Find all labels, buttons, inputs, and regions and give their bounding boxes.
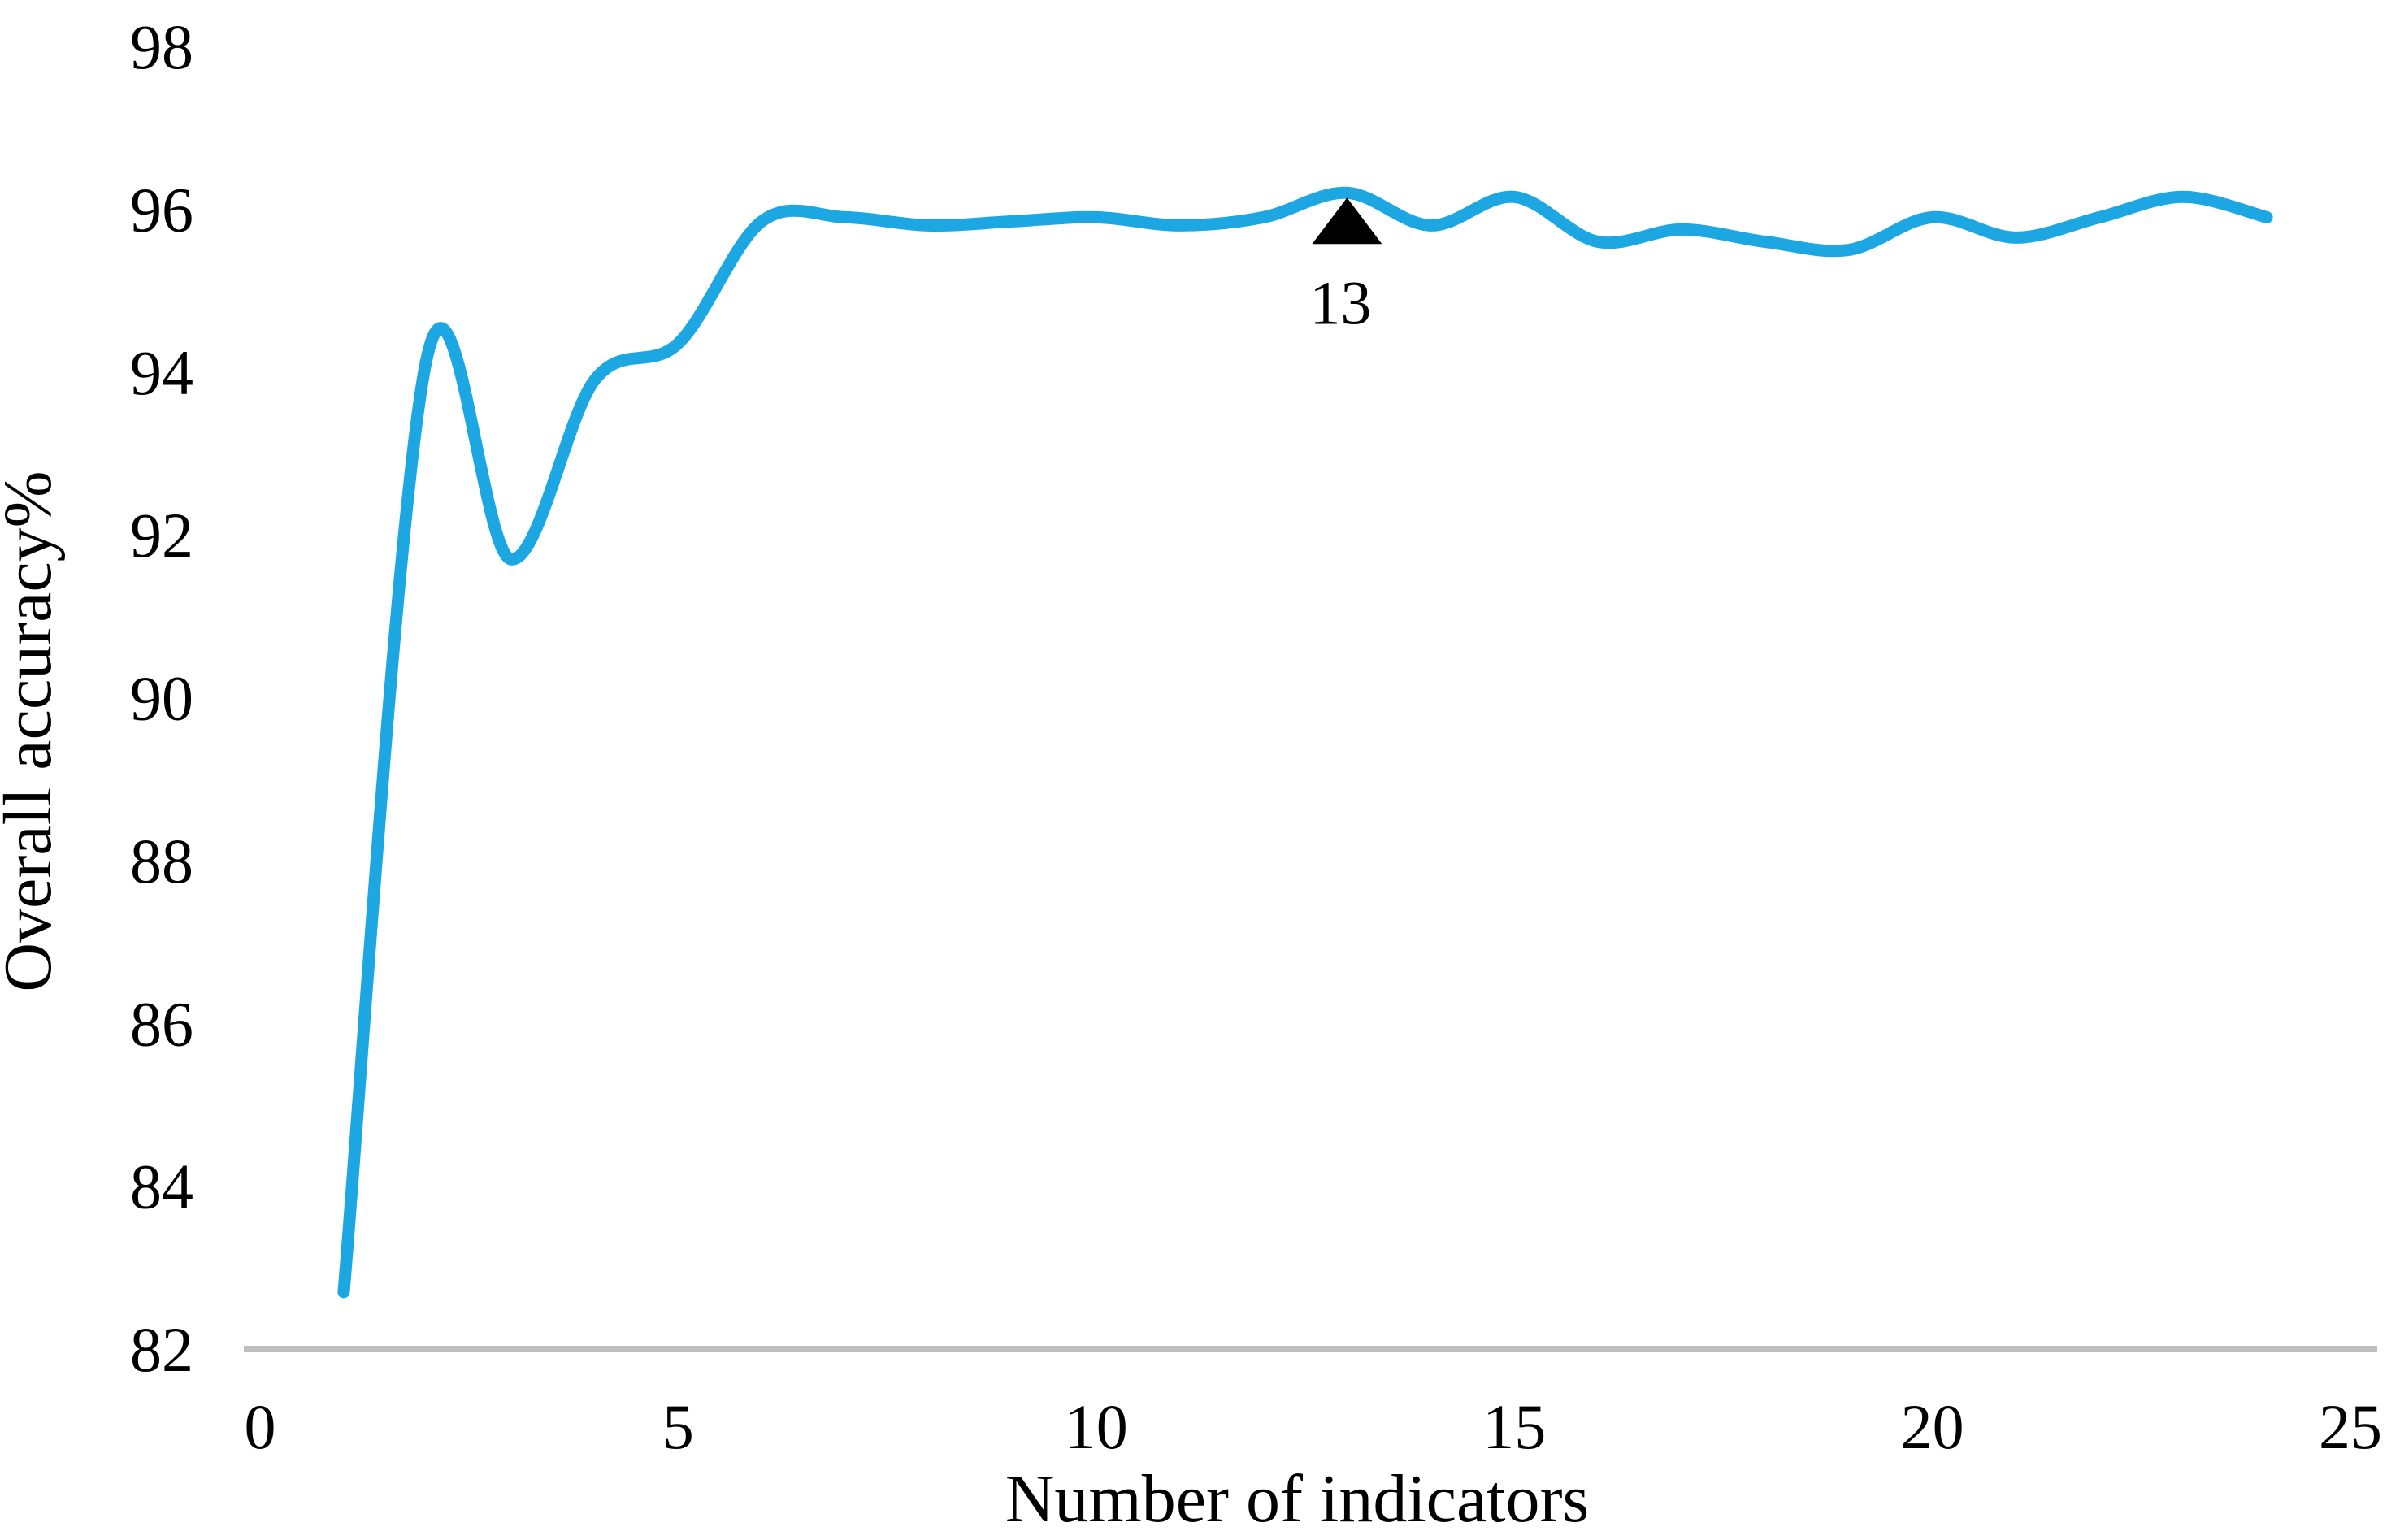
y-axis-ticks: 82 84 86 88 90 92 94 96 98 (130, 11, 193, 1385)
y-tick-label: 92 (130, 500, 193, 570)
y-tick-label: 98 (130, 11, 193, 82)
y-axis-title: Overall accuracy% (0, 471, 66, 991)
x-axis-title: Number of indicators (1005, 1461, 1589, 1537)
x-tick-label: 20 (1901, 1391, 1964, 1462)
x-axis-ticks: 0 5 10 15 20 25 (245, 1391, 2383, 1462)
x-tick-label: 10 (1065, 1391, 1128, 1462)
x-tick-label: 5 (662, 1391, 694, 1462)
x-tick-label: 15 (1482, 1391, 1546, 1462)
series-line[interactable] (337, 186, 2273, 1299)
y-tick-label: 82 (130, 1314, 193, 1385)
x-tick-label: 0 (245, 1391, 276, 1462)
peak-marker-label: 13 (1309, 269, 1371, 337)
y-tick-label: 88 (130, 826, 193, 896)
y-tick-label: 86 (130, 988, 193, 1059)
peak-marker-triangle-icon[interactable] (1312, 197, 1382, 245)
x-tick-label: 25 (2319, 1391, 2382, 1462)
y-tick-label: 84 (130, 1152, 193, 1222)
y-tick-label: 94 (130, 337, 193, 408)
y-tick-label: 90 (130, 663, 193, 734)
y-tick-label: 96 (130, 174, 193, 245)
